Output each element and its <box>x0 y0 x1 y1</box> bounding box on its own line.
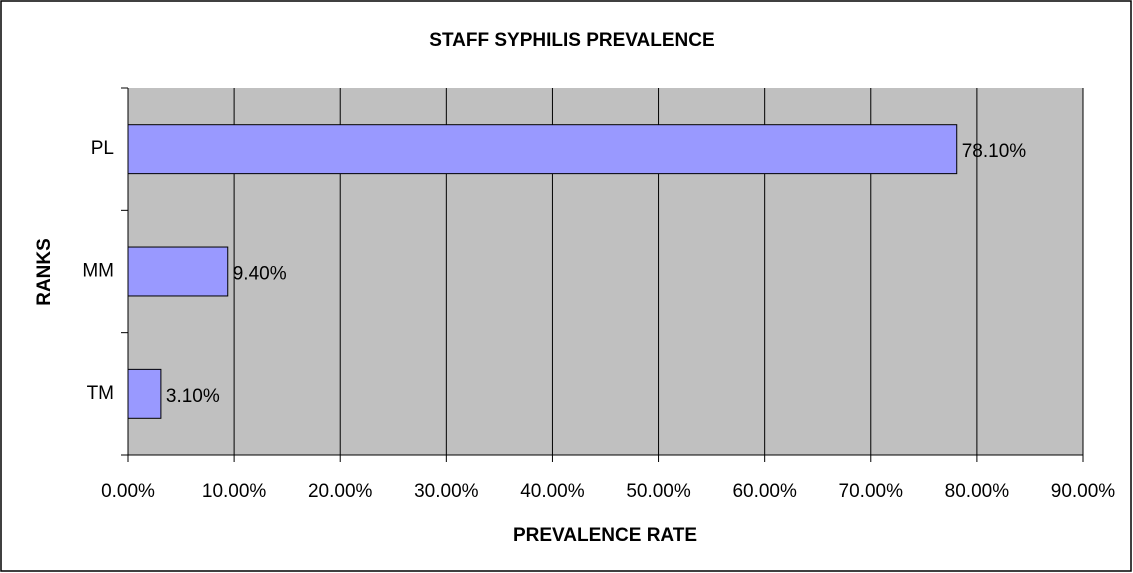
x-tick-label: 10.00% <box>202 481 267 502</box>
y-tick-label: TM <box>87 383 114 404</box>
value-label: 3.10% <box>166 386 220 407</box>
x-tick-label: 80.00% <box>945 481 1010 502</box>
x-axis-label: PREVALENCE RATE <box>513 525 697 546</box>
value-label: 78.10% <box>962 141 1027 162</box>
bar <box>127 246 229 297</box>
bar <box>127 368 162 419</box>
x-tick-label: 90.00% <box>1051 481 1116 502</box>
y-tick-label: PL <box>91 138 114 159</box>
y-axis-label: RANKS <box>34 238 55 306</box>
value-label: 9.40% <box>233 264 287 285</box>
bar <box>127 124 958 175</box>
x-tick-label: 0.00% <box>101 481 155 502</box>
x-tick-label: 70.00% <box>839 481 904 502</box>
x-tick-label: 20.00% <box>308 481 373 502</box>
chart-title: STAFF SYPHILIS PREVALENCE <box>429 30 714 51</box>
x-tick-label: 60.00% <box>732 481 797 502</box>
y-tick-label: MM <box>82 261 114 282</box>
x-tick-label: 40.00% <box>520 481 585 502</box>
x-tick-label: 50.00% <box>626 481 691 502</box>
x-tick-label: 30.00% <box>414 481 479 502</box>
